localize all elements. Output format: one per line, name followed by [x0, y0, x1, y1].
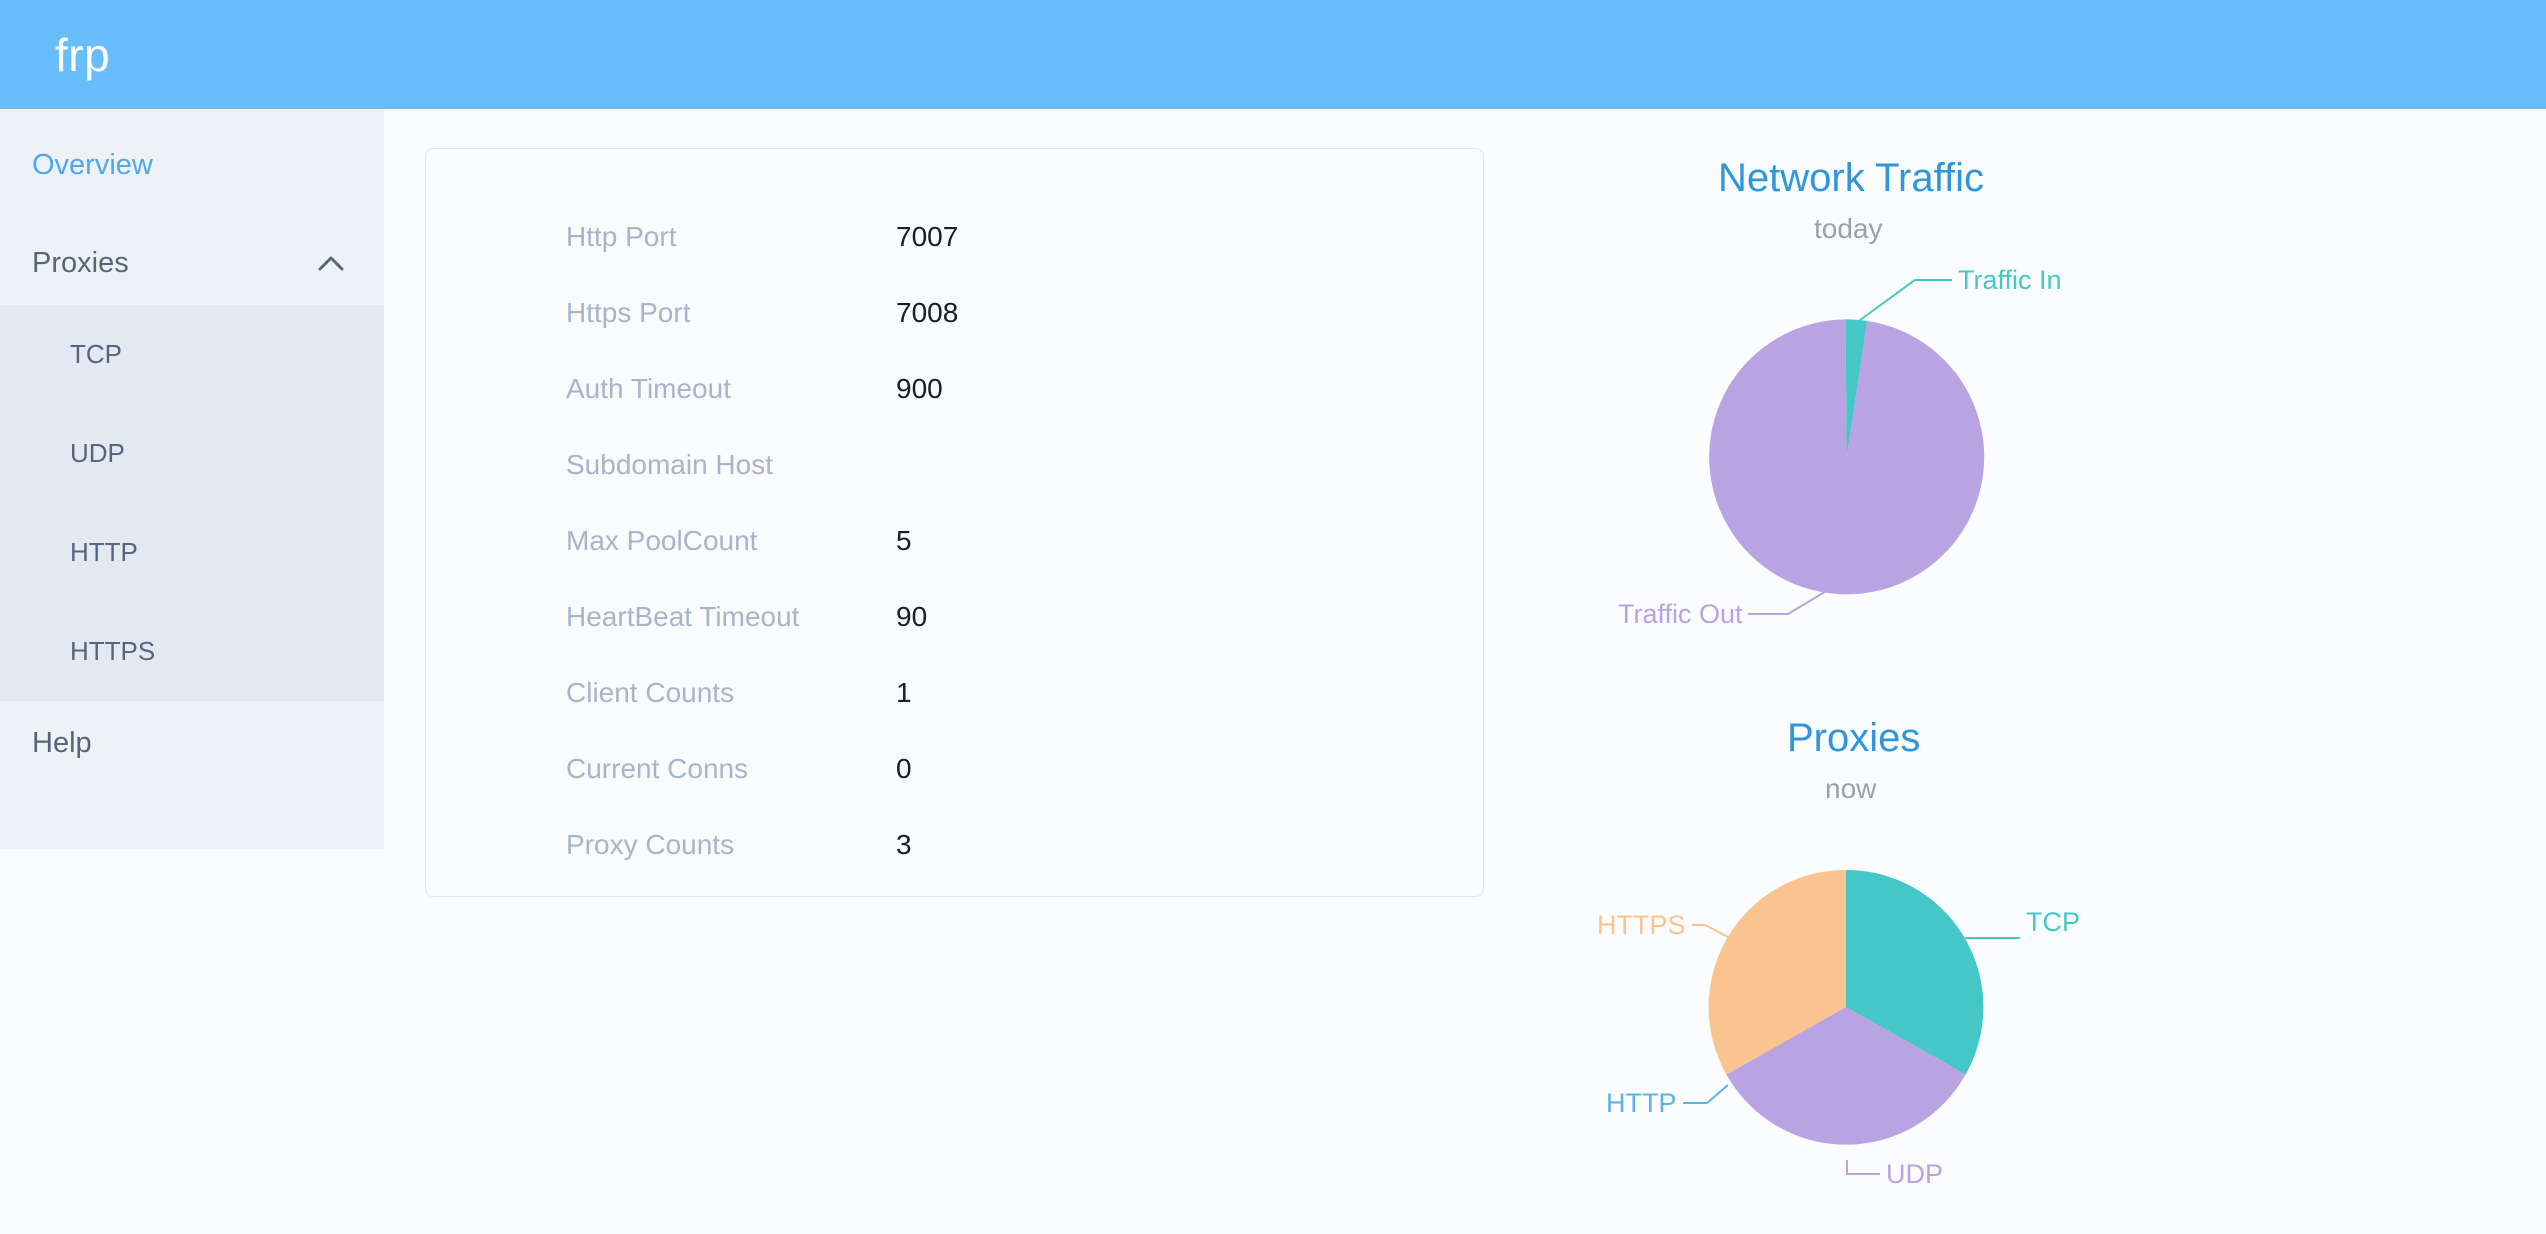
svg-text:Traffic In: Traffic In: [1958, 265, 2062, 295]
svg-text:TCP: TCP: [2026, 907, 2080, 937]
svg-text:UDP: UDP: [1886, 1159, 1943, 1189]
svg-text:HTTPS: HTTPS: [1597, 910, 1686, 940]
svg-text:HTTP: HTTP: [1606, 1088, 1677, 1118]
svg-text:Traffic Out: Traffic Out: [1618, 599, 1743, 629]
